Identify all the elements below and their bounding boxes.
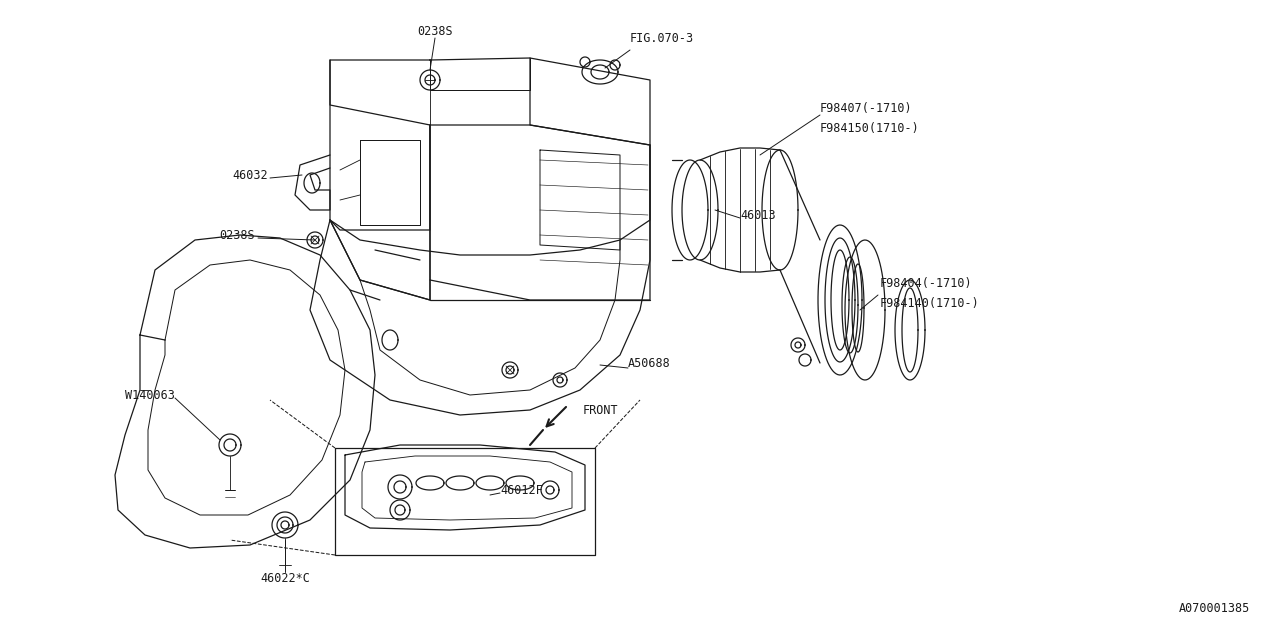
Text: A50688: A50688 bbox=[628, 357, 671, 370]
Text: 0238S: 0238S bbox=[219, 228, 255, 241]
Text: F98407(-1710): F98407(-1710) bbox=[820, 102, 913, 115]
Text: F984150(1710-): F984150(1710-) bbox=[820, 122, 920, 135]
Text: FIG.070-3: FIG.070-3 bbox=[630, 32, 694, 45]
Text: F984140(1710-): F984140(1710-) bbox=[881, 297, 979, 310]
Text: 0238S: 0238S bbox=[417, 25, 453, 38]
Text: 46013: 46013 bbox=[740, 209, 776, 221]
Text: W140063: W140063 bbox=[125, 388, 175, 401]
Text: F98404(-1710): F98404(-1710) bbox=[881, 277, 973, 290]
Text: A070001385: A070001385 bbox=[1179, 602, 1251, 615]
Text: 46022*C: 46022*C bbox=[260, 572, 310, 585]
Text: 46012F: 46012F bbox=[500, 483, 543, 497]
Text: 46032: 46032 bbox=[233, 168, 268, 182]
Text: FRONT: FRONT bbox=[582, 403, 618, 417]
